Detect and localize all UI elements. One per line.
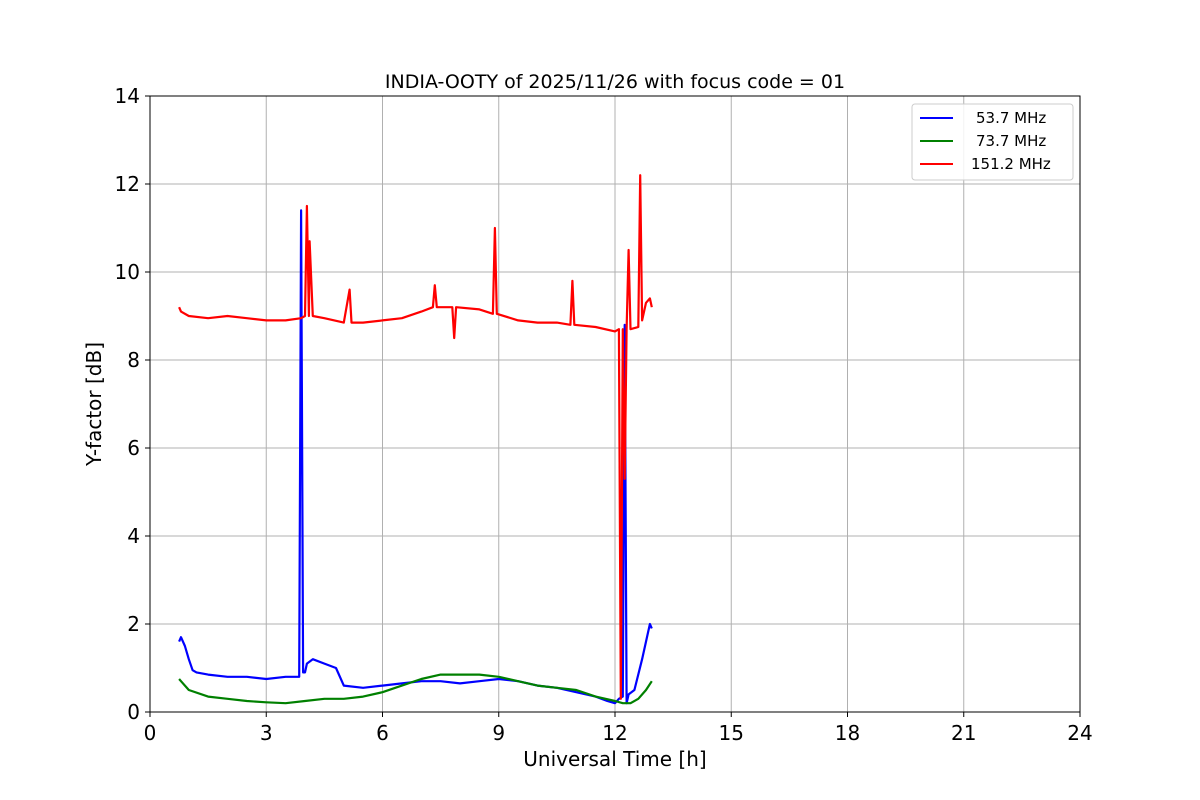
y-axis-label: Y-factor [dB] [82,342,106,467]
y-tick-label: 2 [127,612,140,636]
series-line-73-7-mhz [178,673,653,705]
y-tick-label: 14 [115,84,140,108]
y-tick-label: 8 [127,348,140,372]
series-line-151-2-mhz [178,174,653,700]
legend-label-151-2: 151.2 MHz [971,155,1051,173]
legend-box [911,103,1074,181]
x-tick-label: 0 [144,721,157,745]
chart-title: INDIA-OOTY of 2025/11/26 with focus code… [385,71,845,93]
x-axis: 0 3 6 9 12 15 18 21 24 [144,712,1093,745]
y-tick-label: 10 [115,260,140,284]
y-tick-label: 4 [127,524,140,548]
y-axis: 0 2 4 6 8 10 12 14 [115,84,150,724]
legend-label-73-7: 73.7 MHz [976,132,1046,150]
x-tick-label: 9 [492,721,505,745]
series-layer [178,174,653,705]
x-tick-label: 12 [602,721,627,745]
x-axis-label: Universal Time [h] [523,747,706,771]
x-tick-label: 3 [260,721,273,745]
x-tick-label: 18 [835,721,860,745]
y-tick-label: 6 [127,436,140,460]
x-tick-label: 15 [719,721,744,745]
x-tick-label: 24 [1067,721,1092,745]
y-tick-label: 12 [115,172,140,196]
x-tick-label: 6 [376,721,389,745]
x-tick-label: 21 [951,721,976,745]
legend-label-53-7: 53.7 MHz [976,109,1046,127]
legend: 53.7 MHz 73.7 MHz 151.2 MHz [911,103,1074,181]
y-tick-label: 0 [127,700,140,724]
